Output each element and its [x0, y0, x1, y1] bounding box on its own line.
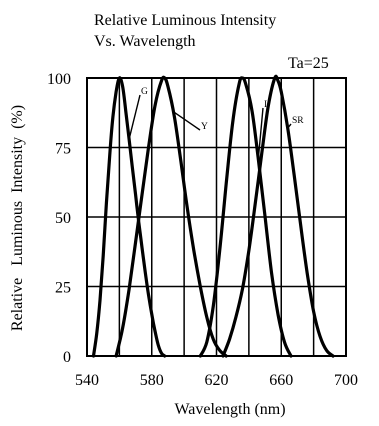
y-axis-label: Relative Luminous Intensity (%) — [9, 105, 26, 331]
temperature-annotation: Ta=25 — [288, 55, 329, 72]
series-curve-i — [198, 76, 293, 358]
chart-subtitle: Vs. Wavelength — [94, 33, 196, 50]
x-tick-label: 700 — [334, 372, 358, 389]
x-tick-label: 580 — [140, 372, 164, 389]
x-tick-label: 540 — [75, 372, 99, 389]
series-label-g: G — [141, 87, 148, 97]
plot-frame — [86, 77, 347, 357]
y-tick-label: 50 — [55, 210, 71, 227]
x-tick-label: 620 — [205, 372, 229, 389]
series-curve-g — [91, 76, 167, 358]
y-tick-label: 0 — [63, 349, 71, 366]
series-label-leader — [287, 123, 292, 129]
series-curve-sr — [221, 74, 335, 358]
chart-title: Relative Luminous Intensity — [94, 12, 276, 29]
tick-labels: 540 580 620 660 700 0 25 50 75 100 — [47, 71, 358, 389]
series-label-sr: SR — [292, 116, 304, 126]
series-label-leader — [257, 107, 264, 156]
series-label-y: Y — [201, 122, 208, 132]
y-tick-label: 75 — [55, 141, 71, 158]
series-label-i: I — [264, 100, 267, 110]
y-tick-label: 100 — [47, 71, 71, 88]
series-label-leader — [128, 94, 141, 140]
x-tick-label: 660 — [269, 372, 293, 389]
y-tick-label: 25 — [55, 280, 71, 297]
x-axis-label: Wavelength (nm) — [174, 401, 285, 418]
series-curve-y — [114, 75, 228, 358]
series-label-leader — [172, 110, 201, 131]
curves: G Y I SR — [91, 74, 335, 358]
